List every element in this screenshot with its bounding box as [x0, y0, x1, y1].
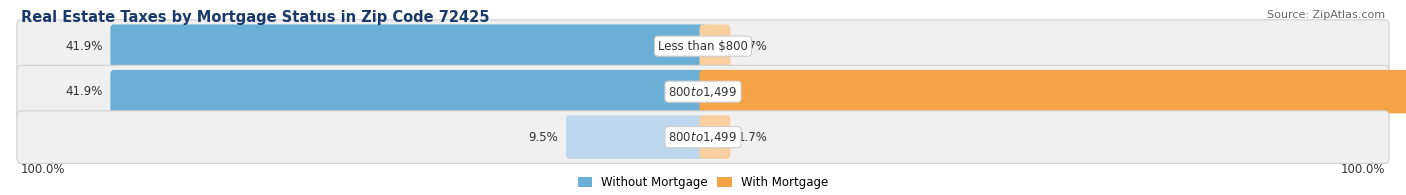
FancyBboxPatch shape [111, 24, 707, 68]
Text: Real Estate Taxes by Mortgage Status in Zip Code 72425: Real Estate Taxes by Mortgage Status in … [21, 10, 489, 25]
Text: Source: ZipAtlas.com: Source: ZipAtlas.com [1267, 10, 1385, 20]
Text: 100.0%: 100.0% [21, 163, 66, 176]
Text: 1.7%: 1.7% [738, 131, 768, 144]
Text: $800 to $1,499: $800 to $1,499 [668, 130, 738, 144]
FancyBboxPatch shape [17, 65, 1389, 118]
Text: $800 to $1,499: $800 to $1,499 [668, 85, 738, 99]
FancyBboxPatch shape [565, 115, 707, 159]
FancyBboxPatch shape [700, 115, 731, 159]
Text: 41.9%: 41.9% [65, 40, 103, 53]
Text: 1.7%: 1.7% [738, 40, 768, 53]
FancyBboxPatch shape [111, 70, 707, 113]
Legend: Without Mortgage, With Mortgage: Without Mortgage, With Mortgage [578, 176, 828, 189]
FancyBboxPatch shape [700, 24, 731, 68]
Text: Less than $800: Less than $800 [658, 40, 748, 53]
Text: 100.0%: 100.0% [1340, 163, 1385, 176]
FancyBboxPatch shape [17, 20, 1389, 73]
Text: 9.5%: 9.5% [529, 131, 558, 144]
Text: 41.9%: 41.9% [65, 85, 103, 98]
FancyBboxPatch shape [700, 70, 1406, 113]
FancyBboxPatch shape [17, 111, 1389, 163]
